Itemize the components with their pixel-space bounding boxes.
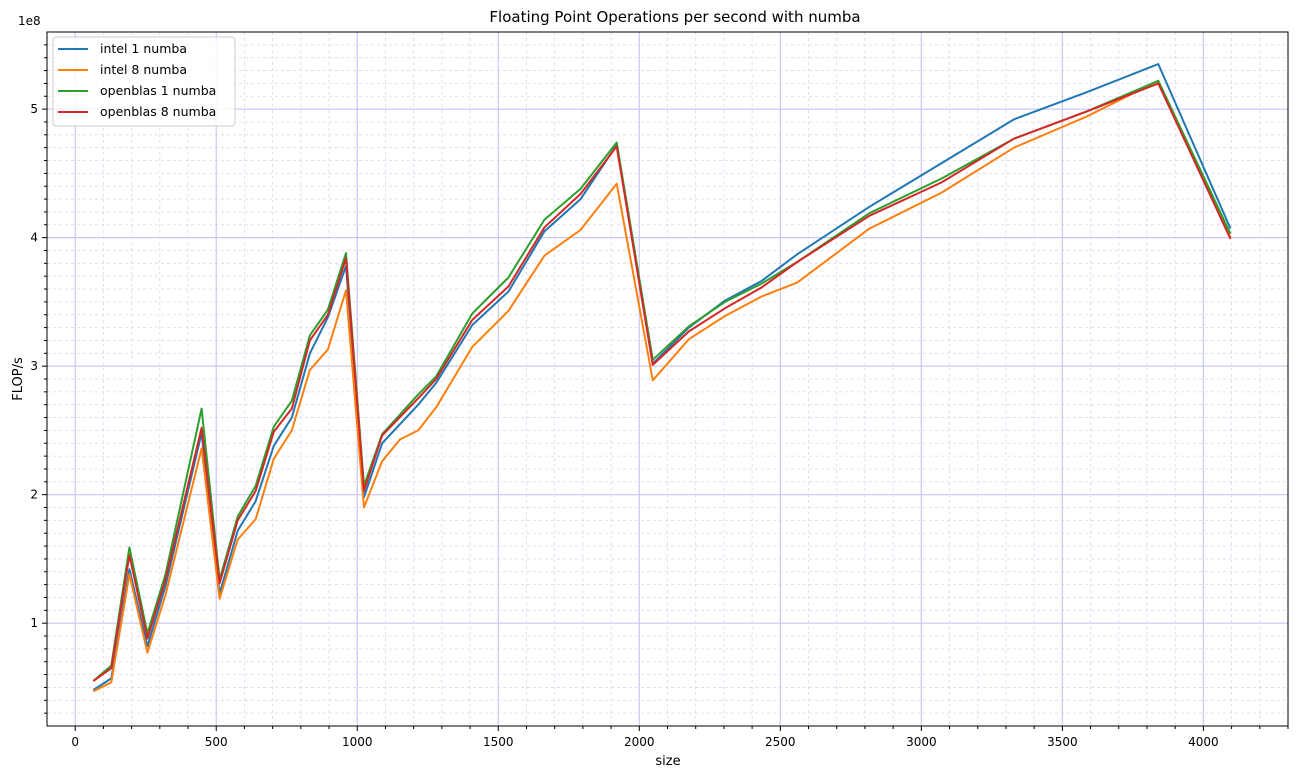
x-tick-label: 4000	[1188, 735, 1219, 749]
x-tick-label: 3500	[1047, 735, 1078, 749]
series-line-3	[92, 82, 1232, 682]
x-tick-label: 0	[71, 735, 79, 749]
x-axis-label: size	[655, 754, 680, 769]
x-axis: 0 500 1000 1500 2000 2500 3000 3500 4000	[71, 726, 1289, 749]
x-tick-label: 2000	[624, 735, 655, 749]
legend-label-1: intel 8 numba	[100, 62, 187, 77]
legend-box	[52, 36, 236, 127]
legend-label-0: intel 1 numba	[100, 41, 187, 56]
legend-label-2: openblas 1 numba	[100, 83, 216, 98]
x-tick-label: 3000	[906, 735, 937, 749]
y-axis-label: FLOP/s	[11, 357, 26, 401]
x-tick-label: 1000	[342, 735, 373, 749]
x-tick-label: 2500	[765, 735, 796, 749]
y-tick-label: 5	[30, 102, 38, 116]
y-tick-label: 3	[30, 359, 38, 373]
grid-major	[47, 32, 1288, 726]
y-tick-label: 2	[30, 488, 38, 502]
y-tick-label: 1	[30, 616, 38, 630]
series-lines	[92, 63, 1232, 693]
legend-label-3: openblas 8 numba	[100, 104, 216, 119]
series-line-1	[92, 79, 1232, 693]
x-tick-label: 500	[205, 735, 228, 749]
y-tick-label: 4	[30, 231, 38, 245]
series-line-2	[92, 79, 1232, 682]
chart-title: Floating Point Operations per second wit…	[489, 8, 860, 26]
y-multiplier-label: 1e8	[18, 14, 41, 28]
grid-minor	[47, 32, 1289, 726]
y-axis: 1 2 3 4 5	[30, 44, 47, 714]
x-tick-label: 1500	[483, 735, 514, 749]
legend: intel 1 numba intel 8 numba openblas 1 num…	[52, 36, 236, 127]
series-line-0	[92, 63, 1232, 691]
